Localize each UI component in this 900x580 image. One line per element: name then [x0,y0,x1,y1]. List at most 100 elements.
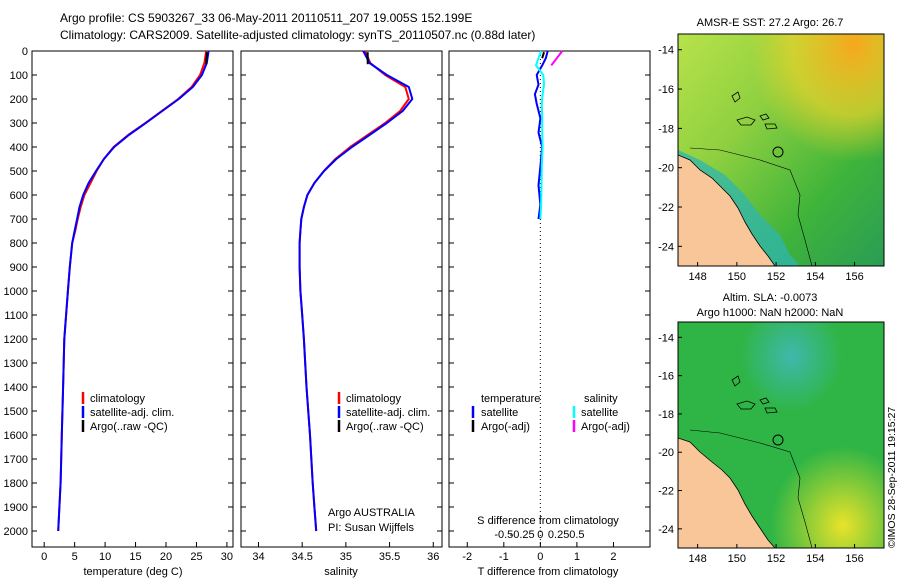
x-tick-label: 10 [99,551,111,563]
salinity-x-axis: 34 34.5 35 35.5 36 [252,542,439,563]
x-tick-label: 15 [129,551,141,563]
map-y-tick-label: -22 [658,486,674,498]
difference-plot-frame [448,50,651,548]
depth-tick-label: 0 [22,46,28,58]
sla-map [678,322,884,548]
salinity-legend: climatology satellite-adj. clim. Argo(..… [337,392,430,433]
legend-label-argo: Argo(..raw -QC) [90,421,168,433]
series-line-salinity-argo-adj [550,50,564,67]
difference-series [533,50,564,220]
legend-head-salinity: salinity [584,393,618,405]
depth-tick-label: 1000 [4,286,28,298]
x-tick-label: 2 [610,551,616,563]
map-y-tick-label: -14 [658,332,674,344]
shelf-contour [689,429,813,548]
salinity-axis-label: salinity [324,566,358,578]
map-y-tick-label: -18 [658,123,674,135]
salinity-series [298,50,414,532]
x-tick-label: -2 [462,551,472,563]
x-tick-label: 36 [427,551,439,563]
map-x-tick-label: 150 [728,271,746,283]
temperature-series [57,50,210,532]
reef-islands [731,375,778,414]
depth-tick-label: 1300 [4,358,28,370]
difference-legend: temperature salinity satellite Argo(-adj… [471,393,630,433]
sst-map-axes: 148 150 152 154 156 -14 -16 -18 -20 -22 -24 [658,45,864,283]
depth-tick-label: 1900 [4,502,28,514]
legend-label-argo: Argo(..raw -QC) [346,421,424,433]
difference-x-axis: -2 -1 0 1 2 [462,542,617,563]
x-tick-label: 0 [537,551,543,563]
temperature-legend: climatology satellite-adj. clim. Argo(..… [81,392,174,433]
sst-map-title: AMSR-E SST: 27.2 Argo: 26.7 [697,17,844,29]
depth-tick-label: 1500 [4,406,28,418]
x-tick-label: 25 [190,551,202,563]
legend-label-climatology: climatology [346,393,402,405]
map-x-tick-label: 150 [728,553,746,565]
map-y-tick-label: -18 [658,409,674,421]
title-line-2: Climatology: CARS2009. Satellite-adjuste… [60,28,535,42]
salinity-difference-x-axis: -0.5-0.2500.250.5 [494,529,584,541]
depth-tick-label: 300 [10,118,28,130]
depth-tick-label: 600 [10,190,28,202]
map-x-tick-label: 156 [845,553,863,565]
x-tick-label: -1 [499,551,509,563]
map-y-tick-label: -20 [658,163,674,175]
legend-label-satellite: satellite-adj. clim. [90,407,174,419]
salinity-plot-frame [240,50,443,548]
map-x-tick-label: 154 [806,553,824,565]
sst-map [678,34,884,266]
depth-axis: 0 100 200 300 400 500 600 700 800 900 1000 1100 1200… [4,46,650,538]
legend-label-s-argo: Argo(-adj) [581,421,630,433]
depth-tick-label: 1800 [4,478,28,490]
series-line-satellite-adj-clim [298,50,414,532]
legend-label-s-satellite: satellite [581,407,618,419]
depth-tick-label: 2000 [4,526,28,538]
series-line-salinity-satellite [535,50,545,220]
temperature-axis-label: temperature (deg C) [83,566,182,578]
depth-tick-label: 1200 [4,334,28,346]
argo-position-marker [772,146,784,158]
x-tick-label: 30 [221,551,233,563]
sst-map-frame [677,33,885,267]
depth-tick-label: 700 [10,214,28,226]
map-x-tick-label: 152 [767,553,785,565]
series-line-argo-raw-qc [205,52,208,65]
map-x-tick-label: 148 [688,271,706,283]
depth-tick-label: 900 [10,262,28,274]
x2-tick-label: -0.5 [494,529,513,541]
x2-tick-label: -0.25 [510,529,535,541]
map-x-tick-label: 154 [806,271,824,283]
map-y-tick-label: -20 [658,447,674,459]
argo-position-marker [772,434,784,446]
map-y-tick-label: -16 [658,371,674,383]
sla-map-frame [677,321,885,549]
legend-label-satellite: satellite-adj. clim. [346,407,430,419]
x-tick-label: 35 [340,551,352,563]
map-y-tick-label: -24 [658,241,674,253]
reef-islands [731,91,778,130]
depth-tick-label: 800 [10,238,28,250]
sla-map-axes: 148 150 152 154 156 -14 -16 -18 -20 -22 -24 [658,332,864,565]
copyright-timestamp: ©IMOS 28-Sep-2011 19:15:27 [886,407,898,548]
x2-tick-label: 0.25 [548,529,569,541]
shelf-contour [689,147,813,266]
legend-head-temperature: temperature [481,393,540,405]
series-line-temperature-argo-adj [541,51,545,59]
map-x-tick-label: 148 [688,553,706,565]
depth-tick-label: 500 [10,166,28,178]
depth-tick-label: 400 [10,142,28,154]
map-y-tick-label: -16 [658,84,674,96]
x-tick-label: 1 [574,551,580,563]
x-tick-label: 0 [41,551,47,563]
x-tick-label: 35.5 [379,551,400,563]
depth-tick-label: 1600 [4,430,28,442]
map-x-tick-label: 156 [845,271,863,283]
depth-tick-label: 100 [10,70,28,82]
x-tick-label: 34.5 [291,551,312,563]
s-difference-axis-label: S difference from climatology [477,515,619,527]
x-tick-label: 34 [252,551,264,563]
x2-tick-label: 0.5 [569,529,584,541]
map-y-tick-label: -24 [658,524,674,536]
